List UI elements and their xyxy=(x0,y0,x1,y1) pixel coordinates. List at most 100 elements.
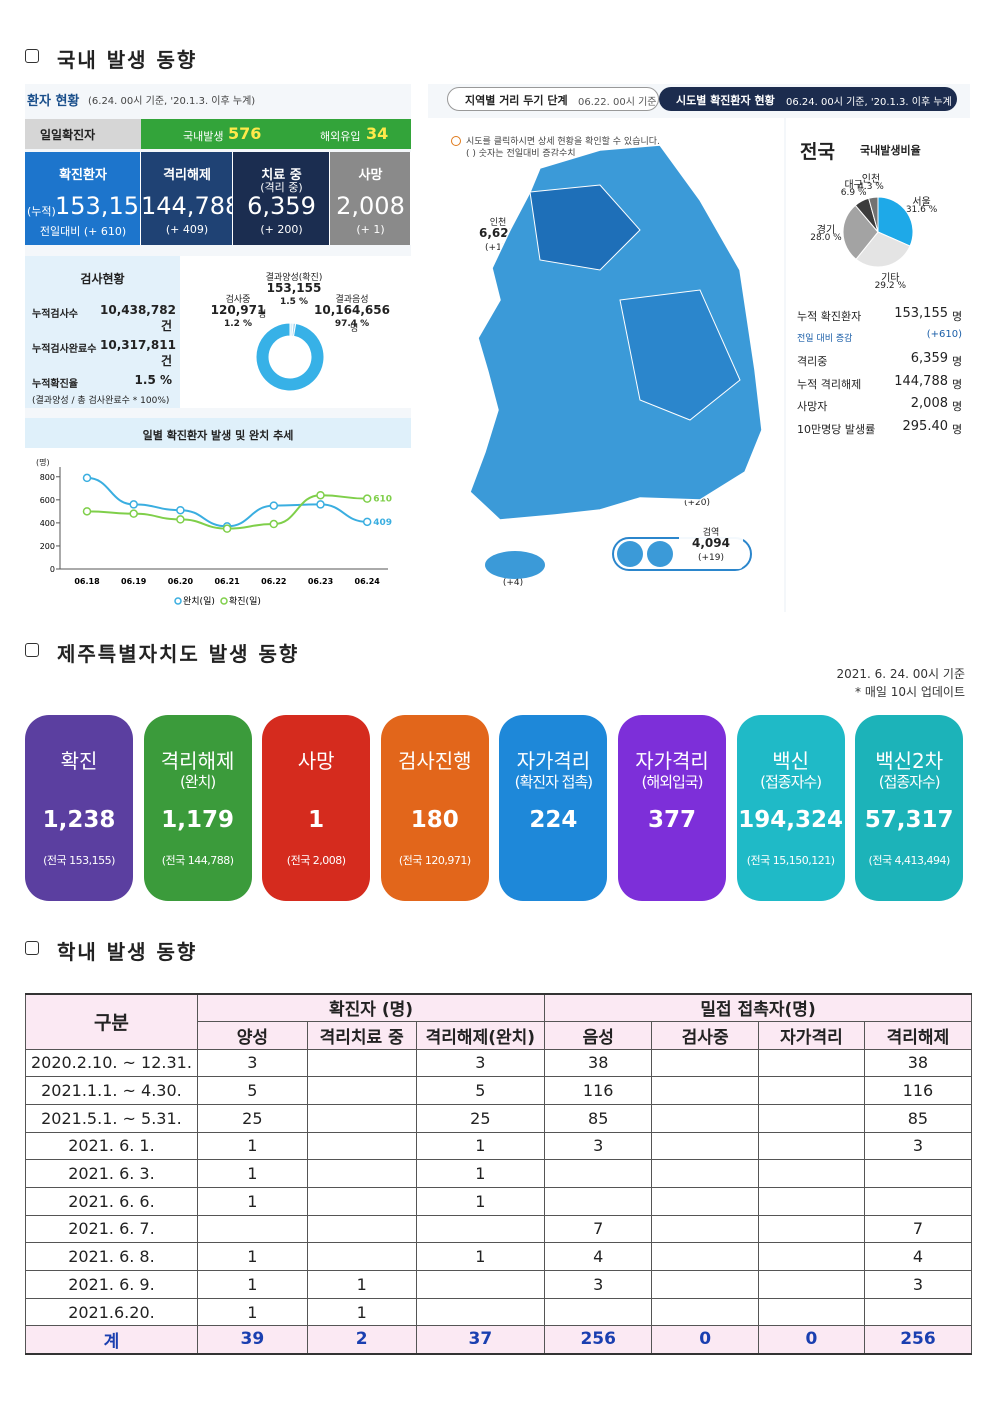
series-point xyxy=(316,500,325,509)
tab-label: 시도별 확진환자 현황 xyxy=(676,94,775,107)
stat-unit: 명 xyxy=(952,377,963,391)
series-point xyxy=(269,519,279,529)
stat-card xyxy=(618,715,726,901)
hint: ( ) 숫자는 전일대비 증감수치 xyxy=(466,149,576,159)
series-point xyxy=(269,501,279,510)
table-cell: 격리치료 중 xyxy=(306,1020,417,1050)
stat-value: 2,008 xyxy=(910,396,948,411)
hint-icon xyxy=(451,136,461,146)
table-row: 2021. 6. 3. 1 1 xyxy=(25,1159,973,1188)
tests-title: 검사현황 xyxy=(80,272,125,286)
series-point xyxy=(222,524,232,533)
table-row: 양성 격리치료 중 격리해제(완치) 음성 검사중 자가격리 격리해제 xyxy=(26,1020,973,1050)
table-cell: 2021.5.1. ~ 5.31. xyxy=(25,1103,198,1133)
table-cell: 116 xyxy=(544,1076,653,1105)
card-sub: (접종자수) xyxy=(878,773,941,791)
pie-category: 기타 xyxy=(881,272,900,284)
card-national: (전국 4,413,494) xyxy=(868,854,951,867)
pie-category: 대구 xyxy=(844,179,863,191)
table-cell xyxy=(306,1103,417,1133)
donut-category: 검사중 xyxy=(225,295,251,305)
stat-label: 누적 확진환자 xyxy=(797,310,862,323)
table-cell: 3 xyxy=(196,1048,308,1078)
card-title: 백신 xyxy=(772,749,809,773)
status-box xyxy=(330,152,411,245)
donut-unit: 명 xyxy=(350,324,359,334)
card-title: 사망 xyxy=(297,749,335,773)
pie-title: 국내발생비율 xyxy=(860,144,921,157)
table-cell xyxy=(544,1159,653,1188)
domestic-label: 국내발생 xyxy=(183,130,224,143)
jeju-update: * 매일 10시 업데이트 xyxy=(855,685,965,699)
table-cell: 256 xyxy=(863,1325,973,1355)
table-cell xyxy=(758,1186,865,1216)
table-cell: 양성 xyxy=(196,1020,308,1050)
tests-bg xyxy=(25,256,180,408)
table-cell: 116 xyxy=(863,1076,973,1105)
tests-row-value: 10,438,782 xyxy=(100,303,176,317)
daily-label-bg xyxy=(25,119,141,149)
table-cell: 2021.6.20. xyxy=(25,1297,198,1327)
status-box-label: 확진환자 xyxy=(59,168,107,183)
stat-unit: 명 xyxy=(952,355,963,368)
legend-marker xyxy=(174,597,182,605)
table-cell xyxy=(758,1103,865,1133)
stat-card xyxy=(855,715,964,901)
card-value: 180 xyxy=(410,807,459,833)
status-note: (6.24. 00시 기준, '20.1.3. 이후 누계) xyxy=(88,96,256,107)
data-label: 610 xyxy=(373,495,392,505)
card-title: 격리해제 xyxy=(160,749,235,773)
table-cell: 1 xyxy=(196,1131,308,1161)
series-point xyxy=(362,517,372,527)
tab-note: 06.22. 00시 기준 xyxy=(578,97,657,108)
pie-category: 인천 xyxy=(861,174,881,186)
table-cell: 2021. 6. 9. xyxy=(25,1270,198,1299)
table-row: 계 39 2 37 256 0 0 256 xyxy=(25,1325,973,1355)
tests-row-label: 누적확진율 xyxy=(32,379,78,390)
tab-label: 지역별 거리 두기 단계 xyxy=(465,94,568,107)
table-row: 2021. 6. 7. 7 7 xyxy=(25,1214,973,1244)
series-point xyxy=(176,515,185,524)
table-cell xyxy=(651,1131,760,1161)
pie-category: 경기 xyxy=(816,224,836,236)
pie-value-label: 4.3 % xyxy=(858,182,884,193)
table-row: 2021.1.1. ~ 4.30. 5 5 116 116 xyxy=(25,1076,973,1105)
pie-slice xyxy=(877,196,914,247)
card-sub: (완치) xyxy=(179,773,216,791)
series-point xyxy=(362,494,372,503)
table-cell: 2021. 6. 1. xyxy=(25,1131,198,1161)
status-box-label: 격리해제 xyxy=(163,168,211,183)
y-tick-label: 600 xyxy=(40,496,55,505)
donut-count: 10,164,656 xyxy=(314,303,390,317)
card-national: (전국 2,008) xyxy=(286,854,346,867)
table-cell: 5 xyxy=(196,1076,308,1105)
donut-count: 120,971 xyxy=(210,303,266,317)
stat-unit: 명 xyxy=(952,400,963,413)
pie-value-label: 28.0 % xyxy=(810,232,842,243)
card-sub: (확진자 접촉) xyxy=(514,773,593,791)
checkbox xyxy=(25,49,39,63)
table-cell: 구분 xyxy=(25,993,198,1050)
stat-card xyxy=(499,715,608,901)
pie-slice xyxy=(855,231,911,268)
tab-note: 06.24. 00시 기준, '20.1.3. 이후 누계 xyxy=(786,97,952,108)
x-tick-label: 06.23 xyxy=(308,577,333,586)
quarantine-icon xyxy=(647,541,673,567)
table-cell xyxy=(651,1186,760,1216)
table-cell: 85 xyxy=(863,1103,973,1133)
status-title: 환자 현황 xyxy=(27,94,80,109)
card-value: 224 xyxy=(529,807,578,833)
table-cell: 25 xyxy=(415,1103,546,1133)
table-row: 2020.2.10. ~ 12.31. 3 3 38 38 xyxy=(25,1048,973,1078)
stat-card xyxy=(143,715,252,901)
stat-unit: 명 xyxy=(952,310,963,323)
stat-card xyxy=(25,715,133,901)
card-value: 194,324 xyxy=(738,807,843,833)
table-cell: 0 xyxy=(758,1325,865,1355)
jeju-date: 2021. 6. 24. 00시 기준 xyxy=(836,667,965,681)
daily-bg xyxy=(141,119,411,149)
legend-label: 확진(일) xyxy=(229,595,261,607)
card-national: (전국 120,971) xyxy=(398,854,471,867)
